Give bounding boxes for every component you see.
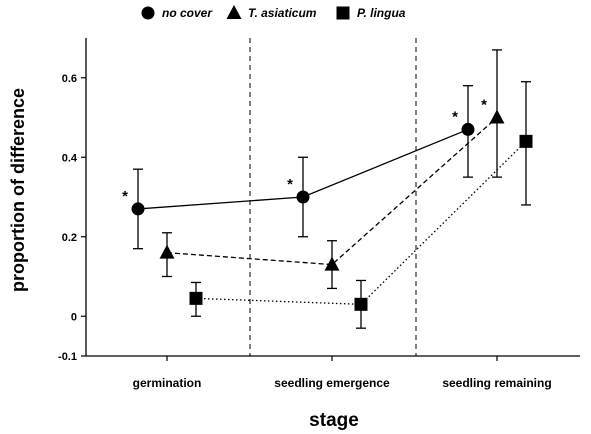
data-point-triangle (159, 244, 175, 259)
data-point-square (354, 297, 368, 311)
series-line-1 (166, 117, 498, 266)
significance-star: * (481, 97, 487, 114)
y-tick-label: 0.2 (62, 232, 77, 244)
legend-label: P. lingua (357, 6, 406, 20)
plot-area: -0.1 0 0.2 0.4 0.6 germination seedling emerge… (58, 38, 580, 390)
x-tick-label: seedling remaining (442, 376, 551, 390)
significance-star: * (287, 176, 293, 193)
data-point-triangle (324, 256, 340, 271)
legend-marker-circle (141, 6, 155, 20)
x-tick-label: germination (133, 376, 202, 390)
data-point-square (519, 134, 533, 148)
x-axis-label: stage (309, 410, 359, 431)
legend-marker-triangle (226, 5, 242, 19)
data-point-circle (461, 122, 475, 136)
legend-label: T. asiaticum (248, 6, 317, 20)
legend-label: no cover (162, 6, 213, 20)
significance-star: * (452, 108, 458, 125)
x-tick-label: seedling emergence (274, 376, 390, 390)
y-tick-label: 0 (71, 311, 77, 323)
significance-star: * (122, 188, 128, 205)
data-point-circle (131, 202, 145, 216)
y-tick-label: -0.1 (58, 351, 77, 363)
data-point-circle (296, 190, 310, 204)
y-tick-label: 0.4 (62, 152, 78, 164)
y-tick-label: 0.6 (62, 73, 77, 85)
legend: no cover T. asiaticum P. lingua (141, 5, 406, 20)
y-axis-label: proportion of difference (8, 88, 28, 292)
legend-marker-square (336, 6, 350, 20)
data-point-square (189, 291, 203, 305)
data-point-triangle (489, 109, 505, 124)
